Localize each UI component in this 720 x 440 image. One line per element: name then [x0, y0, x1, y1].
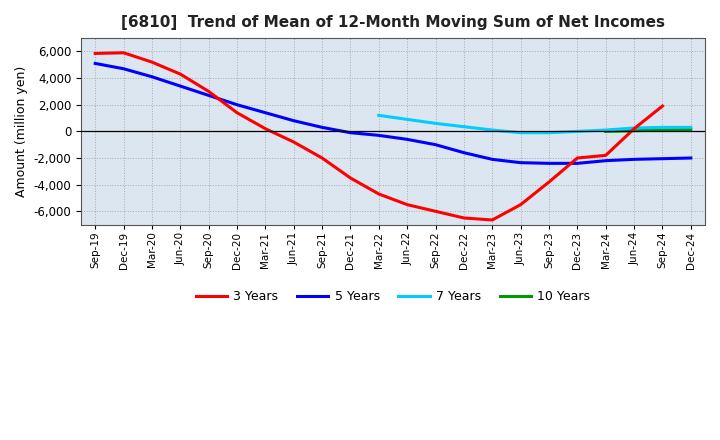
3 Years — [120, 50, 128, 55]
Y-axis label: Amount (million yen): Amount (million yen) — [15, 66, 28, 197]
Line: 3 Years: 3 Years — [95, 53, 662, 220]
5 Years — [573, 161, 582, 166]
Line: 5 Years: 5 Years — [95, 63, 690, 163]
7 Years — [459, 124, 468, 129]
3 Years — [318, 155, 326, 161]
Line: 7 Years: 7 Years — [379, 115, 690, 133]
7 Years — [545, 130, 554, 136]
Line: 10 Years: 10 Years — [606, 129, 690, 132]
5 Years — [148, 74, 156, 79]
3 Years — [630, 126, 639, 132]
3 Years — [148, 59, 156, 65]
5 Years — [488, 157, 497, 162]
3 Years — [91, 51, 99, 56]
5 Years — [176, 84, 184, 89]
5 Years — [374, 133, 383, 138]
5 Years — [516, 160, 525, 165]
5 Years — [630, 157, 639, 162]
3 Years — [488, 217, 497, 223]
7 Years — [488, 128, 497, 133]
3 Years — [431, 209, 440, 214]
3 Years — [516, 202, 525, 207]
7 Years — [516, 130, 525, 136]
10 Years — [601, 129, 610, 134]
3 Years — [573, 155, 582, 161]
3 Years — [545, 180, 554, 185]
5 Years — [601, 158, 610, 163]
5 Years — [318, 125, 326, 130]
7 Years — [630, 125, 639, 131]
5 Years — [261, 110, 270, 115]
3 Years — [176, 71, 184, 77]
5 Years — [403, 137, 412, 142]
3 Years — [289, 139, 298, 145]
5 Years — [120, 66, 128, 71]
7 Years — [686, 125, 695, 130]
3 Years — [346, 176, 355, 181]
3 Years — [658, 103, 667, 109]
7 Years — [403, 117, 412, 122]
3 Years — [374, 191, 383, 197]
3 Years — [403, 202, 412, 207]
5 Years — [346, 130, 355, 136]
5 Years — [459, 150, 468, 155]
10 Years — [630, 128, 639, 133]
10 Years — [686, 127, 695, 132]
3 Years — [204, 89, 213, 94]
Legend: 3 Years, 5 Years, 7 Years, 10 Years: 3 Years, 5 Years, 7 Years, 10 Years — [191, 285, 595, 308]
7 Years — [431, 121, 440, 126]
3 Years — [601, 153, 610, 158]
5 Years — [658, 156, 667, 161]
7 Years — [658, 125, 667, 130]
7 Years — [573, 129, 582, 134]
5 Years — [545, 161, 554, 166]
Title: [6810]  Trend of Mean of 12-Month Moving Sum of Net Incomes: [6810] Trend of Mean of 12-Month Moving … — [121, 15, 665, 30]
5 Years — [289, 118, 298, 123]
5 Years — [91, 61, 99, 66]
5 Years — [686, 155, 695, 161]
10 Years — [658, 128, 667, 133]
3 Years — [233, 110, 241, 115]
5 Years — [204, 93, 213, 98]
3 Years — [459, 215, 468, 220]
3 Years — [261, 126, 270, 132]
5 Years — [431, 142, 440, 147]
7 Years — [601, 128, 610, 133]
7 Years — [374, 113, 383, 118]
5 Years — [233, 102, 241, 107]
